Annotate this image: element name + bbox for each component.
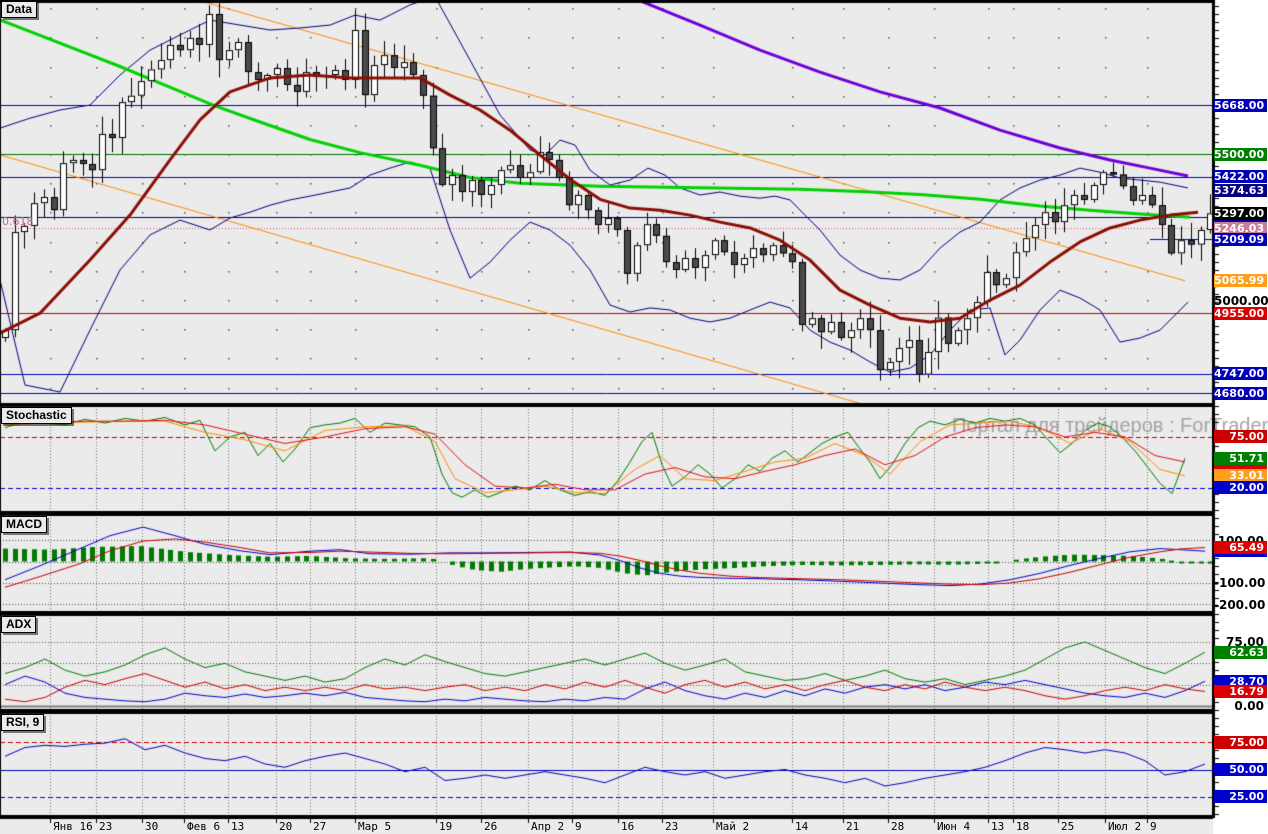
fibonacci-level-label: 0.618	[2, 215, 34, 228]
price-label: 65.49	[1214, 541, 1267, 554]
x-tick-label: 14	[795, 820, 809, 833]
x-tick-label: Мар 5	[358, 820, 392, 833]
x-tick-label: 25	[1061, 820, 1075, 833]
price-label: 5668.00	[1214, 99, 1267, 112]
price-label: 5500.00	[1214, 148, 1267, 161]
x-tick-label: 18	[1016, 820, 1030, 833]
x-tick-label: 27	[313, 820, 327, 833]
price-label: 28.70	[1214, 675, 1267, 688]
price-label: 75.00	[1214, 736, 1267, 749]
x-tick-label: Июн 4	[937, 820, 971, 833]
x-tick-label: Июл 2	[1108, 820, 1142, 833]
price-label: 75.00	[1226, 635, 1264, 649]
price-label: -200.00	[1214, 598, 1266, 612]
price-label: 20.00	[1214, 481, 1267, 494]
price-label: 75.00	[1214, 430, 1267, 443]
price-label: 33.01	[1214, 469, 1267, 482]
x-tick-label: 30	[145, 820, 159, 833]
price-label: 0.00	[1234, 699, 1264, 713]
x-tick-label: 9	[1150, 820, 1157, 833]
x-tick-label: 23	[99, 820, 113, 833]
x-tick-label: 28	[891, 820, 905, 833]
x-tick-label: 21	[846, 820, 860, 833]
price-label: 5422.00	[1214, 170, 1267, 183]
x-tick-label: 13	[991, 820, 1005, 833]
panel-tab-data[interactable]: Data	[1, 1, 38, 18]
price-label: 5374.63	[1214, 184, 1267, 197]
x-tick-label: 16	[621, 820, 635, 833]
price-label: -100.00	[1214, 576, 1266, 590]
x-tick-label: 13	[231, 820, 245, 833]
price-label: 5209.09	[1214, 233, 1267, 246]
x-tick-label: Янв 16	[53, 820, 93, 833]
x-tick-label: Май 2	[716, 820, 750, 833]
price-label: 5000.00	[1214, 294, 1268, 308]
x-tick-label: Фев 6	[187, 820, 221, 833]
panel-tab-adx[interactable]: ADX	[1, 616, 37, 633]
price-label: 4955.00	[1214, 307, 1267, 320]
price-label: 25.00	[1214, 790, 1267, 803]
price-label: 16.79	[1214, 685, 1267, 698]
x-tick-label: Апр 2	[531, 820, 565, 833]
x-tick-label: 23	[665, 820, 679, 833]
price-label: 5246.03	[1214, 222, 1267, 235]
panel-tab-rsi-9[interactable]: RSI, 9	[1, 714, 45, 731]
price-label: 50.00	[1214, 763, 1267, 776]
price-label: 4747.00	[1214, 367, 1267, 380]
price-label: 51.71	[1214, 452, 1267, 465]
x-tick-label: 19	[439, 820, 453, 833]
price-label: 4680.00	[1214, 387, 1267, 400]
x-tick-label: 9	[575, 820, 582, 833]
x-tick-label: 26	[484, 820, 498, 833]
panel-tab-stochastic[interactable]: Stochastic	[1, 407, 72, 424]
price-label: 62.63	[1214, 646, 1267, 659]
panel-tab-macd[interactable]: MACD	[1, 516, 47, 533]
price-label: 5297.00	[1214, 207, 1267, 220]
price-label: 5065.99	[1214, 274, 1267, 287]
x-tick-label: 20	[279, 820, 293, 833]
